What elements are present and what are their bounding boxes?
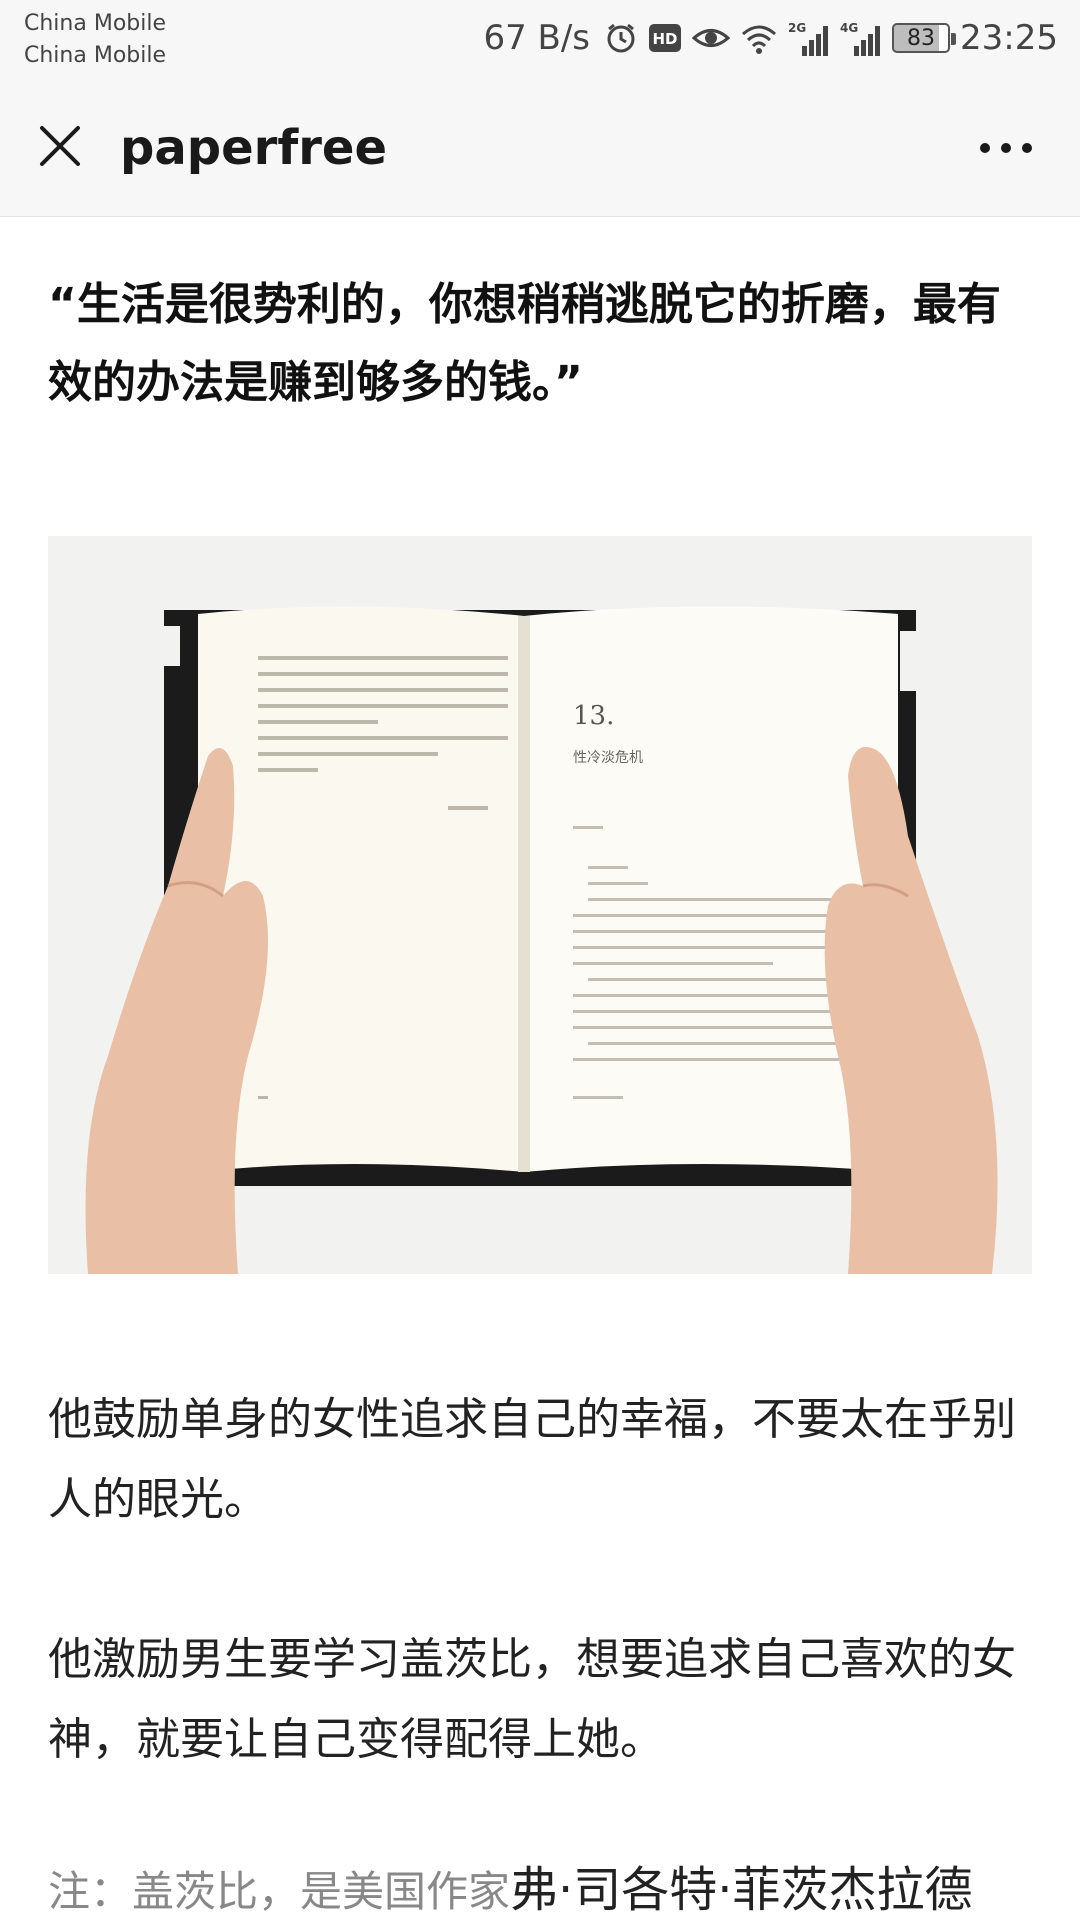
alarm-icon bbox=[604, 21, 638, 55]
carrier-2: China Mobile bbox=[24, 43, 167, 68]
signal-2g-icon: 2G bbox=[788, 20, 830, 56]
carrier-1: China Mobile bbox=[24, 11, 167, 36]
status-bar: China Mobile China Mobile 67 B/s HD 2G 4… bbox=[0, 0, 1080, 76]
paragraph-2: 他激励男生要学习盖茨比，想要追求自己喜欢的女神，就要让自己变得配得上她。 bbox=[48, 1634, 1016, 1765]
wifi-icon bbox=[740, 22, 778, 54]
paragraph-1: 他鼓励单身的女性追求自己的幸福，不要太在乎别人的眼光。 bbox=[48, 1394, 1016, 1525]
svg-text:HD: HD bbox=[653, 30, 678, 48]
book-illustration: 13. 性冷淡危机 bbox=[48, 536, 1032, 1274]
page-title: paperfree bbox=[120, 120, 387, 176]
more-icon bbox=[980, 143, 1032, 153]
carrier-info: China Mobile China Mobile bbox=[24, 8, 166, 72]
more-button[interactable] bbox=[966, 116, 1046, 180]
note-name: 弗·司各特·菲茨杰拉德 bbox=[510, 1862, 973, 1918]
net-speed: 67 B/s bbox=[483, 18, 591, 58]
article-quote: “生活是很势利的，你想稍稍逃脱它的折磨，最有效的办法是赚到够多的钱。” bbox=[48, 279, 1001, 408]
eye-icon bbox=[692, 23, 731, 53]
svg-text:4G: 4G bbox=[840, 21, 858, 35]
close-button[interactable] bbox=[28, 114, 92, 178]
svg-text:2G: 2G bbox=[788, 21, 806, 35]
battery-icon: 83 bbox=[892, 23, 957, 53]
article-note: 注：盖茨比，是美国作家弗·司各特·菲茨杰拉德 bbox=[48, 1850, 1032, 1932]
note-prefix: 注：盖茨比，是美国作家 bbox=[48, 1867, 511, 1916]
image-page-number: 13. bbox=[573, 701, 614, 731]
close-icon bbox=[40, 126, 80, 166]
article-content: “生活是很势利的，你想稍稍逃脱它的折磨，最有效的办法是赚到够多的钱。” bbox=[48, 216, 1032, 1932]
image-chapter-title: 性冷淡危机 bbox=[573, 750, 643, 766]
clock: 23:25 bbox=[960, 18, 1058, 58]
hd-icon: HD bbox=[648, 23, 682, 53]
status-icons: 67 B/s HD 2G 4G 83 23:25 bbox=[483, 14, 1058, 62]
signal-4g-icon: 4G bbox=[840, 20, 882, 56]
battery-level: 83 bbox=[907, 25, 936, 51]
nav-bar: paperfree bbox=[0, 76, 1080, 217]
article-image[interactable]: 13. 性冷淡危机 bbox=[48, 536, 1032, 1274]
